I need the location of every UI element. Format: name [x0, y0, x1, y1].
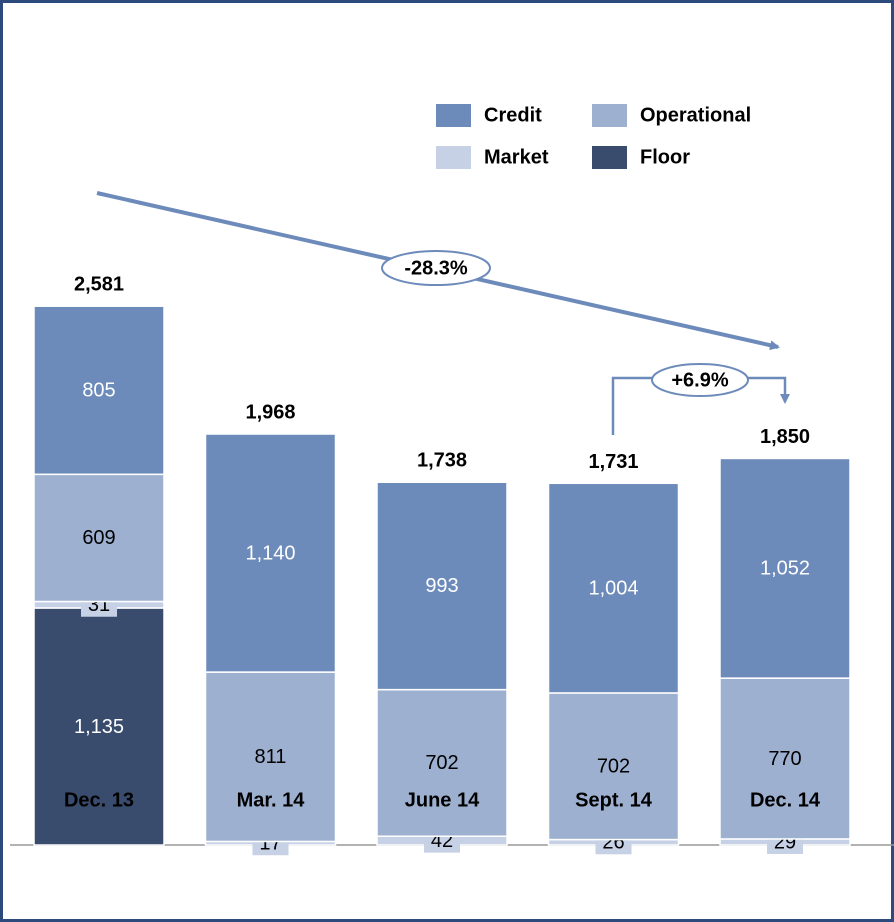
bar-segment — [204, 433, 337, 673]
value-label: 1,052 — [760, 558, 810, 580]
bar-segment — [204, 671, 337, 843]
total-label: 2,581 — [74, 273, 124, 295]
legend-label: Operational — [640, 104, 751, 126]
x-tick-label: Sept. 14 — [575, 789, 653, 811]
value-label: 702 — [597, 756, 630, 778]
value-label: 1,140 — [245, 542, 295, 564]
bar-segment — [33, 607, 165, 846]
bar-segment — [376, 688, 508, 837]
x-tick-label: Mar. 14 — [237, 789, 306, 811]
legend-label: Market — [484, 146, 549, 168]
value-label: 993 — [425, 575, 458, 597]
value-label: 1,004 — [588, 577, 638, 599]
legend-swatch — [436, 104, 471, 127]
value-label: 811 — [255, 746, 287, 768]
total-label: 1,731 — [588, 451, 638, 473]
value-label: 702 — [425, 752, 458, 774]
legend-swatch — [436, 146, 471, 169]
bar-segment — [376, 481, 508, 691]
bar-segment — [547, 482, 680, 694]
value-label: 609 — [82, 527, 115, 549]
legend-label: Floor — [640, 146, 690, 168]
legend-swatch — [592, 104, 627, 127]
value-label: 1,135 — [74, 716, 124, 738]
bar-segment — [719, 677, 851, 840]
x-tick-label: June 14 — [405, 789, 480, 811]
legend-swatch — [592, 146, 627, 169]
legend-label: Credit — [484, 104, 542, 126]
value-label: 770 — [768, 748, 801, 770]
annotation-bubble — [381, 250, 491, 286]
bar-segment — [547, 692, 680, 841]
bar-segment — [33, 305, 165, 476]
annotation: -28.3% — [404, 257, 468, 279]
x-tick-label: Dec. 14 — [750, 789, 821, 811]
bar-segment — [719, 457, 851, 679]
total-label: 1,738 — [417, 449, 467, 471]
value-label: 805 — [82, 380, 115, 402]
total-label: 1,850 — [760, 426, 810, 448]
annotation: +6.9% — [671, 369, 728, 391]
annotation-bubble — [651, 363, 749, 397]
total-label: 1,968 — [245, 401, 295, 423]
bar-segment — [33, 473, 165, 603]
x-tick-label: Dec. 13 — [64, 789, 134, 811]
